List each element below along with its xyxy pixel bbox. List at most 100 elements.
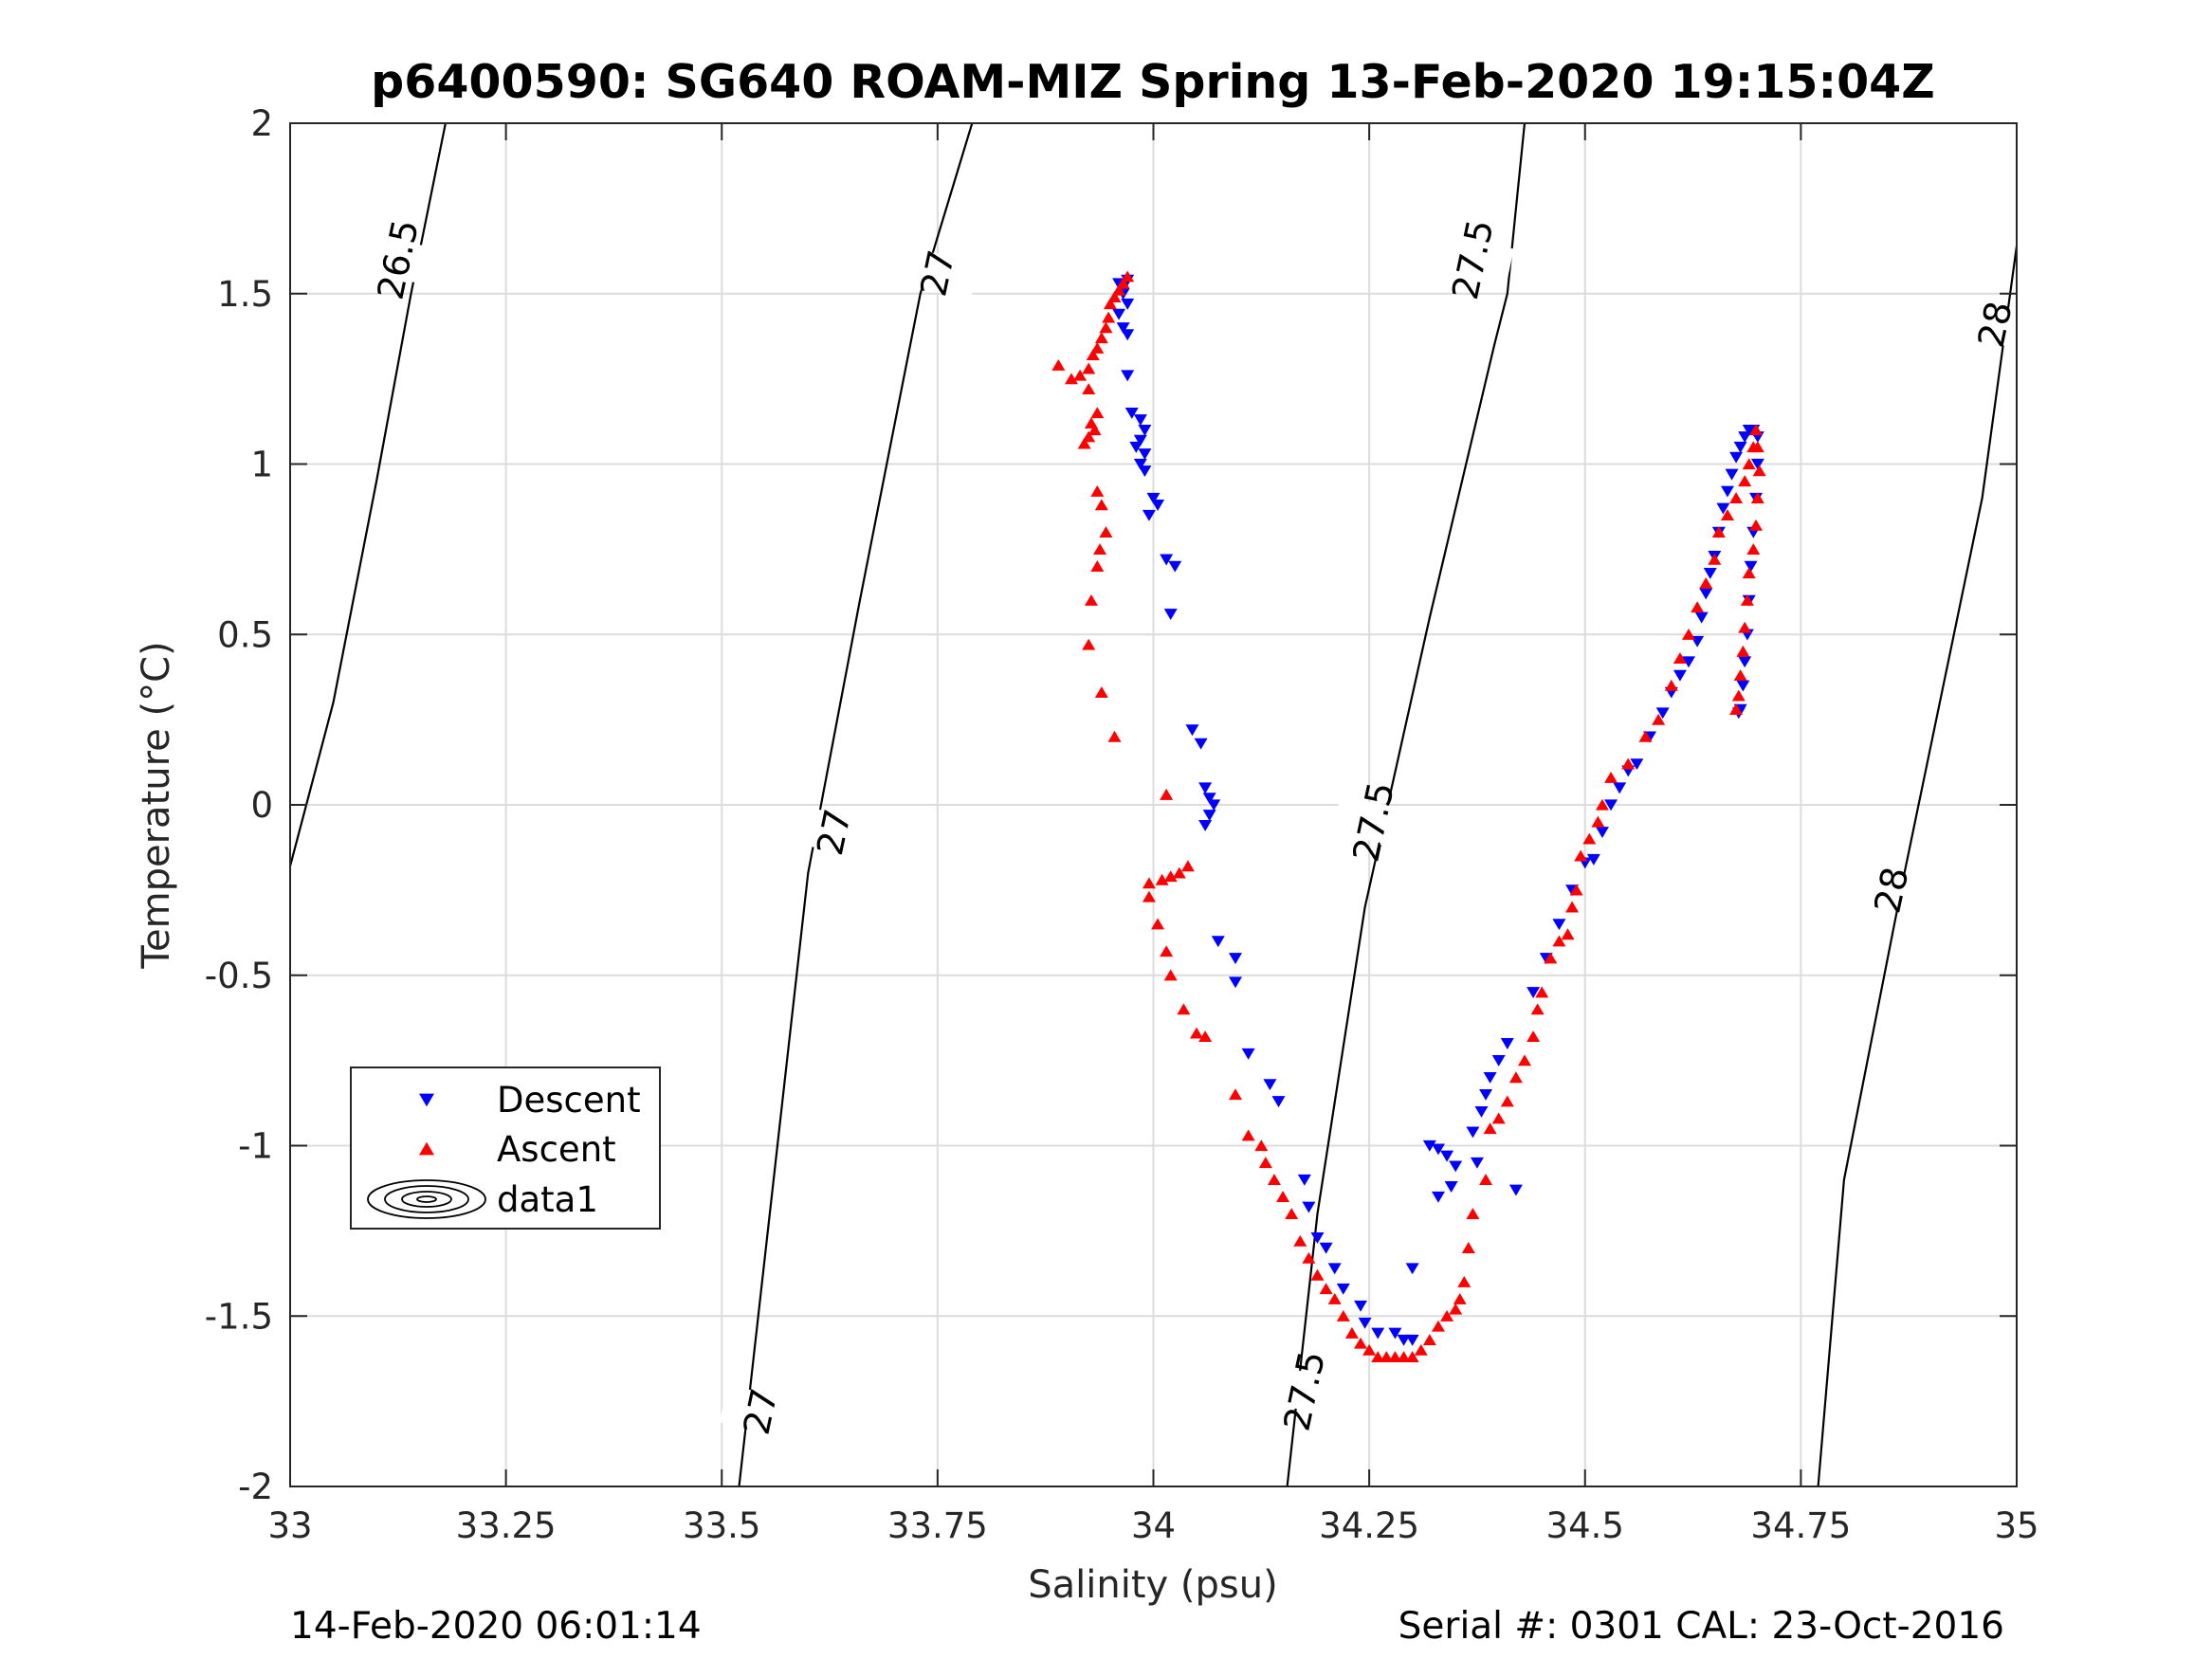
contour-label: 27.5 [1444,216,1502,303]
descent-point [1729,451,1744,464]
ascent-point [1750,441,1764,453]
axis-ticks: 33 33.25 33.5 33.75 34 34.25 34.5 34.75 35 -2 -1.5… [205,103,2039,1546]
contour-label: 27 [809,806,859,859]
contour-label: 27 [912,246,962,300]
descent-point [1133,414,1147,427]
contour-label: 26.5 [369,216,427,303]
descent-point [1310,1231,1325,1244]
x-tick-label: 35 [1994,1505,2038,1546]
footer-serial-cal: Serial #: 0301 CAL: 23-Oct-2016 [1398,1605,2004,1648]
ascent-point [1682,628,1696,640]
descent-point [1138,448,1152,461]
descent-point [1604,799,1618,811]
ascent-point [1526,1030,1541,1043]
descent-point [1444,1181,1458,1193]
ascent-point [1414,1343,1428,1356]
descent-point [1738,656,1752,668]
ascent-point [1491,1112,1506,1124]
descent-point [1431,1191,1445,1203]
ascent-point [1254,1139,1269,1152]
ascent-point [1228,1088,1242,1101]
descent-point [1470,1157,1484,1169]
descent-point [1388,1327,1402,1340]
contour-label: 27.5 [1276,1347,1334,1434]
ascent-point [1699,577,1713,589]
descent-point [1198,819,1213,831]
ascent-point [1102,311,1116,323]
ascent-point [1354,1337,1368,1349]
ascent-point [1711,526,1726,538]
descent-point [1263,1079,1277,1091]
ascent-point [1595,798,1609,811]
descent-point [1595,827,1609,839]
contour-label: 27.5 [1344,778,1402,866]
ascent-point [1440,1309,1454,1322]
x-tick-label: 33 [267,1505,312,1546]
ascent-point [1449,1303,1463,1315]
descent-point [1211,936,1225,948]
ascent-point [1405,1351,1419,1362]
descent-point [1185,724,1199,737]
ascent-point [1431,1320,1445,1332]
ascent-point [1190,1027,1204,1039]
ascent-point [1720,509,1734,521]
ascent-point [1731,689,1746,702]
ascent-point [1569,884,1583,896]
ascent-point [1088,424,1102,436]
ascent-point [1397,1351,1411,1362]
footer-timestamp: 14-Feb-2020 06:01:14 [290,1605,702,1648]
y-tick-label: 0 [250,785,273,826]
ascent-point [1112,283,1126,296]
descent-point [1202,810,1216,822]
ascent-point [1094,332,1108,344]
ascent-point [1740,594,1754,606]
contour-label-bg [1432,232,1514,286]
y-tick-label: 2 [250,103,273,144]
descent-point [1440,1150,1454,1162]
ascent-point [1082,430,1096,443]
ascent-point [1082,638,1096,650]
ascent-point [1544,952,1558,964]
descent-point [1327,1263,1342,1275]
descent-point [1121,329,1135,341]
descent-point [1483,1072,1497,1084]
descent-point [1163,609,1178,620]
legend-label: Descent [497,1080,641,1121]
y-tick-label: -0.5 [205,956,273,996]
ascent-point [1457,1276,1472,1287]
y-tick-label: -1.5 [205,1296,273,1337]
contour-label-bg [1332,795,1415,848]
ascent-point [1729,703,1744,715]
ascent-point [1535,986,1549,998]
descent-point [1358,1317,1372,1329]
ascent-point [1142,877,1156,889]
density-contour-27.5 [1286,123,1526,1486]
ascent-point [1160,945,1174,957]
ascent-point [1344,1326,1359,1339]
ascent-point [1107,730,1122,742]
x-tick-label: 34 [1131,1505,1176,1546]
ascent-point [1738,621,1752,633]
series-descent [1112,274,1764,1346]
ascent-point [1065,373,1079,385]
ascent-point [1258,1157,1272,1169]
contour-label-bg [356,232,440,286]
ascent-point [1738,475,1752,487]
descent-point [1586,853,1600,866]
descent-point [1198,782,1213,794]
ascent-point [1116,277,1130,289]
descent-point [1116,322,1130,334]
legend-marker-ascent [419,1141,434,1156]
ascent-point [1582,832,1597,845]
ascent-point [1142,890,1156,902]
descent-point [1720,485,1734,498]
contour-label: 27 [736,1385,786,1438]
legend-label: Ascent [497,1129,616,1170]
y-tick-label: 1.5 [217,274,273,315]
ascent-point [1121,270,1135,283]
ascent-point [1729,492,1744,504]
contour-label-bg [1953,298,2017,351]
descent-point [1630,758,1644,771]
descent-point [1207,799,1221,811]
ascent-point [1099,526,1113,538]
